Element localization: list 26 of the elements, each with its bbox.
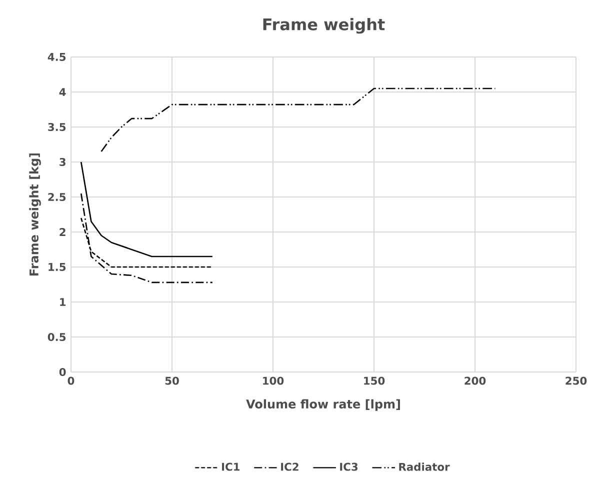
y-tick-label: 4.5 — [48, 53, 66, 61]
y-tick-label: 3.5 — [48, 122, 66, 132]
y-tick-label: 2.5 — [48, 192, 66, 202]
line-series — [80, 192, 214, 284]
y-tick-label: 2 — [60, 228, 66, 236]
y-tick-label: 3 — [60, 158, 66, 166]
legend-label: Radiator — [399, 462, 450, 471]
y-tick-label: 0.5 — [48, 332, 66, 342]
x-tick-label: 200 — [464, 376, 486, 385]
x-tick-label: 250 — [566, 376, 587, 385]
legend-label: IC3 — [340, 462, 358, 471]
line-series — [80, 161, 214, 258]
y-tick-label: 4 — [59, 88, 66, 96]
x-tick-label: 100 — [263, 376, 284, 385]
legend-label: IC2 — [281, 462, 298, 471]
x-tick-label: 150 — [364, 376, 385, 385]
y-tick-label: 0 — [59, 368, 66, 376]
y-tick-label: 1.5 — [48, 263, 66, 271]
x-tick-label: 0 — [68, 376, 74, 385]
x-axis-title: Volume flow rate [lpm] — [246, 399, 400, 411]
y-tick-label: 1 — [60, 298, 66, 306]
legend-label: IC1 — [222, 462, 240, 471]
y-axis-title: Frame weight [kg] — [29, 153, 41, 276]
x-tick-label: 50 — [165, 376, 179, 385]
chart-title: Frame weight — [263, 18, 385, 34]
line-series — [100, 88, 496, 152]
